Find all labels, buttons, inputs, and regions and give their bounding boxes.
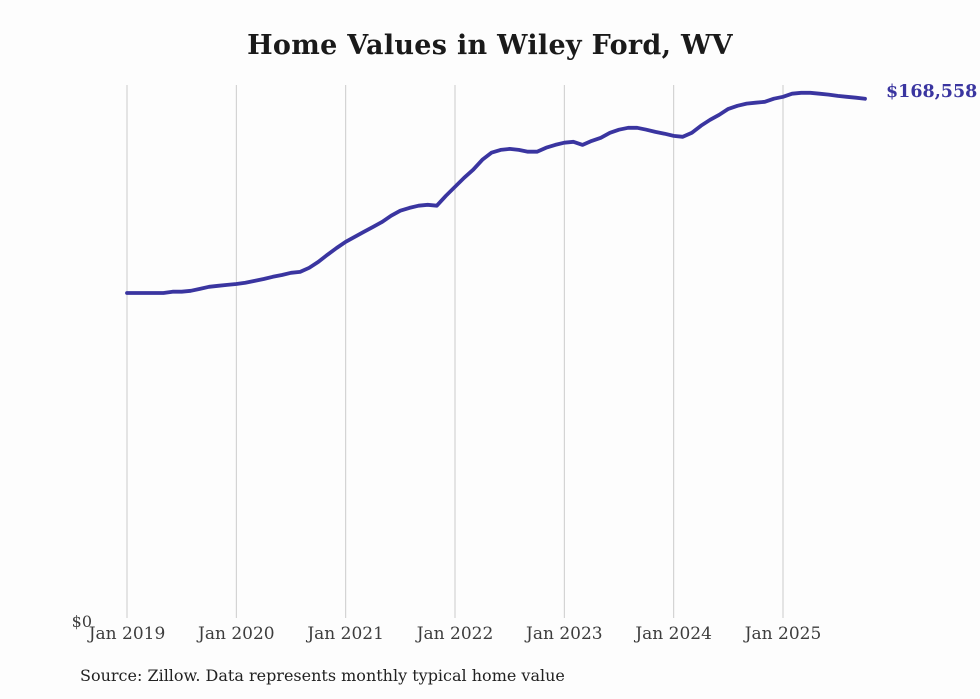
y-axis-zero-label: $0 xyxy=(71,612,92,631)
source-note: Source: Zillow. Data represents monthly … xyxy=(80,666,565,685)
x-tick-label-jan-2023: Jan 2023 xyxy=(526,624,603,644)
gridlines-group xyxy=(126,85,784,618)
series-end-value-label: $168,558 xyxy=(886,81,978,102)
x-tick-label-jan-2020: Jan 2020 xyxy=(198,624,275,644)
chart-title: Home Values in Wiley Ford, WV xyxy=(247,30,733,61)
x-tick-label-jan-2025: Jan 2025 xyxy=(744,624,822,644)
x-tick-label-jan-2024: Jan 2024 xyxy=(635,624,712,644)
x-tick-label-jan-2021: Jan 2021 xyxy=(307,624,384,644)
home-value-line-series xyxy=(125,90,867,295)
x-tick-label-jan-2022: Jan 2022 xyxy=(416,624,494,644)
x-tick-label-jan-2019: Jan 2019 xyxy=(88,624,166,644)
